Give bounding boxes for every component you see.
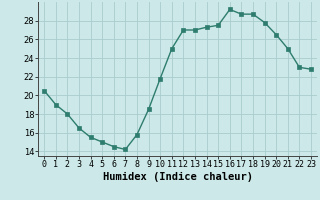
X-axis label: Humidex (Indice chaleur): Humidex (Indice chaleur)	[103, 172, 252, 182]
